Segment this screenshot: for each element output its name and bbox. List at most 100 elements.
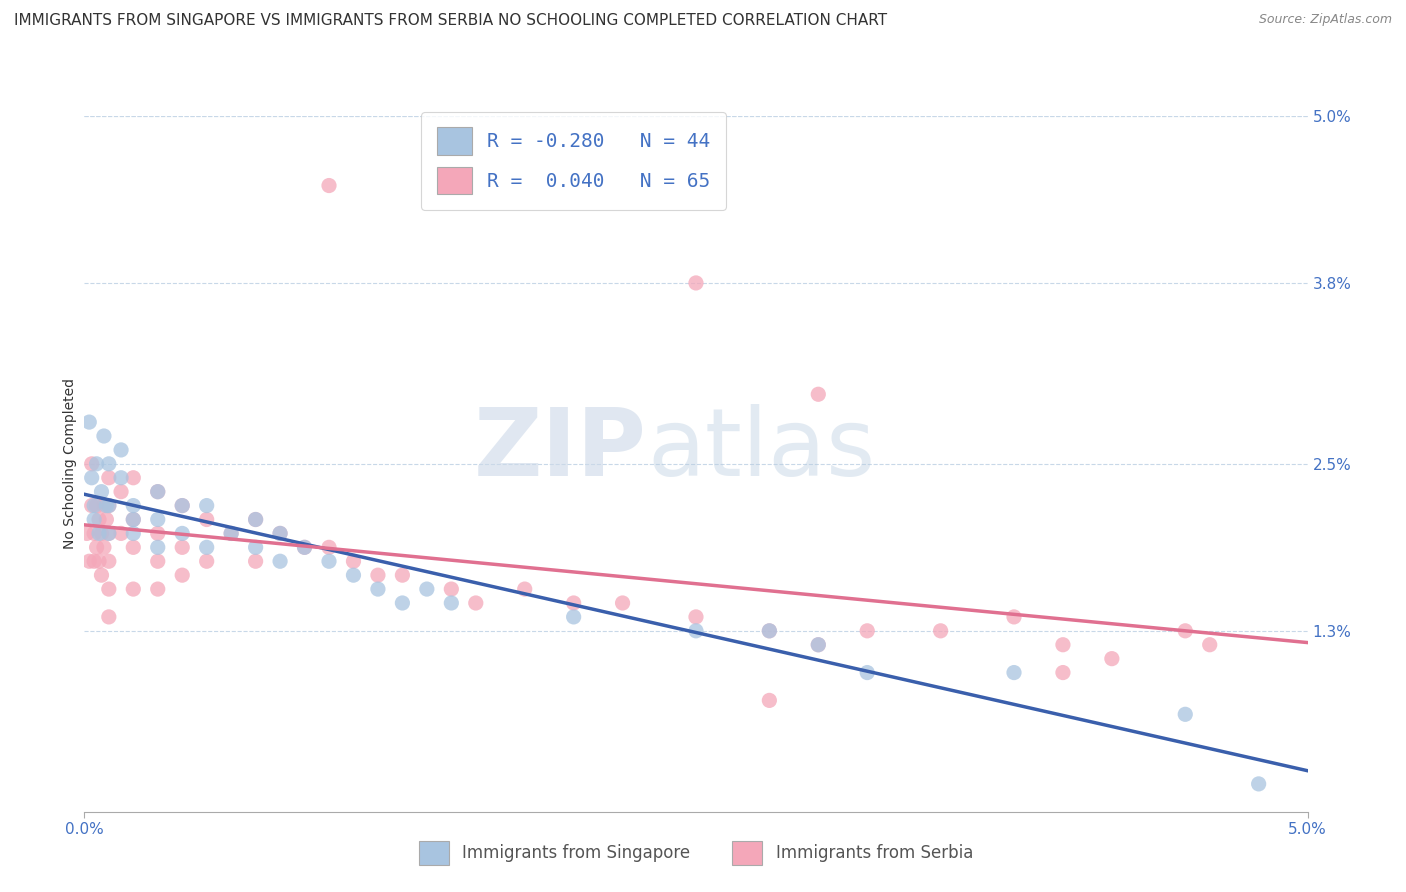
Point (122, 582, 145, 596)
Point (90, 484, 112, 499)
Point (856, 624, 879, 638)
Point (758, 624, 780, 638)
Point (318, 554, 340, 568)
Text: Source: ZipAtlas.com: Source: ZipAtlas.com (1258, 13, 1392, 27)
Point (1052, 665, 1074, 680)
Point (219, 526, 242, 541)
Point (93, 541, 115, 555)
Point (856, 665, 879, 680)
Point (97, 499, 120, 513)
Point (96, 499, 118, 513)
Point (93, 499, 115, 513)
Point (562, 610, 585, 624)
Point (110, 471, 132, 485)
Point (172, 526, 194, 541)
Point (110, 484, 132, 499)
Point (758, 693, 780, 707)
Point (245, 512, 267, 526)
Point (76, 526, 98, 541)
Point (146, 484, 169, 499)
Point (86, 499, 108, 513)
Point (807, 638, 830, 652)
Point (685, 276, 707, 290)
Point (172, 499, 194, 513)
Point (110, 442, 132, 457)
Point (80, 457, 103, 471)
Y-axis label: No Schooling Completed: No Schooling Completed (63, 378, 77, 549)
Point (77, 554, 100, 568)
Point (1002, 610, 1025, 624)
Point (195, 541, 218, 555)
Point (245, 541, 267, 555)
Point (97, 610, 120, 624)
Point (1247, 777, 1270, 791)
Point (269, 526, 291, 541)
Point (807, 638, 830, 652)
Point (269, 526, 291, 541)
Point (86, 541, 108, 555)
Point (96, 512, 118, 526)
Point (464, 596, 486, 610)
Point (90, 526, 112, 541)
Point (342, 568, 364, 582)
Text: IMMIGRANTS FROM SINGAPORE VS IMMIGRANTS FROM SERBIA NO SCHOOLING COMPLETED CORRE: IMMIGRANTS FROM SINGAPORE VS IMMIGRANTS … (14, 13, 887, 29)
Point (122, 499, 145, 513)
Point (77, 415, 100, 429)
Point (685, 610, 707, 624)
Point (416, 582, 439, 596)
Point (97, 582, 120, 596)
Point (612, 596, 634, 610)
Point (1052, 638, 1074, 652)
Point (146, 484, 169, 499)
Point (391, 568, 413, 582)
Point (97, 499, 120, 513)
Point (146, 512, 169, 526)
Point (294, 541, 316, 555)
Point (146, 541, 169, 555)
Point (97, 457, 120, 471)
Point (122, 512, 145, 526)
Point (1174, 707, 1197, 722)
Point (172, 568, 194, 582)
Point (758, 624, 780, 638)
Point (440, 596, 463, 610)
Point (122, 471, 145, 485)
Point (219, 526, 242, 541)
Point (195, 512, 218, 526)
Point (685, 624, 707, 638)
Point (440, 582, 463, 596)
Point (146, 526, 169, 541)
Point (86, 457, 108, 471)
Point (80, 499, 103, 513)
Point (342, 554, 364, 568)
Point (122, 512, 145, 526)
Point (245, 554, 267, 568)
Point (122, 526, 145, 541)
Point (1002, 665, 1025, 680)
Point (1174, 624, 1197, 638)
Legend: Immigrants from Singapore, Immigrants from Serbia: Immigrants from Singapore, Immigrants fr… (411, 833, 981, 873)
Point (269, 554, 291, 568)
Point (80, 471, 103, 485)
Point (93, 429, 115, 443)
Point (110, 526, 132, 541)
Point (97, 554, 120, 568)
Point (97, 471, 120, 485)
Point (391, 596, 413, 610)
Point (83, 526, 105, 541)
Point (1101, 651, 1123, 665)
Point (83, 512, 105, 526)
Point (146, 582, 169, 596)
Point (318, 541, 340, 555)
Point (367, 582, 389, 596)
Point (87, 554, 110, 568)
Point (146, 554, 169, 568)
Point (929, 624, 952, 638)
Text: atlas: atlas (647, 404, 876, 496)
Point (1198, 638, 1220, 652)
Point (122, 541, 145, 555)
Point (172, 499, 194, 513)
Point (562, 596, 585, 610)
Point (318, 178, 340, 193)
Point (87, 526, 110, 541)
